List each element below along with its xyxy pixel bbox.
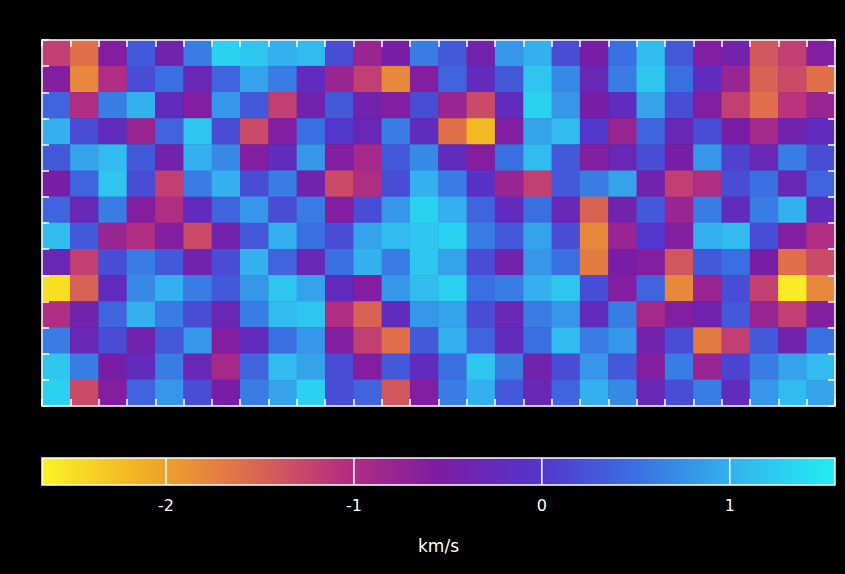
svg-text:0: 0 xyxy=(537,496,547,515)
svg-text:-2: -2 xyxy=(158,496,174,515)
svg-text:1: 1 xyxy=(725,496,735,515)
svg-text:-1: -1 xyxy=(346,496,362,515)
svg-text:km/s: km/s xyxy=(418,536,459,556)
